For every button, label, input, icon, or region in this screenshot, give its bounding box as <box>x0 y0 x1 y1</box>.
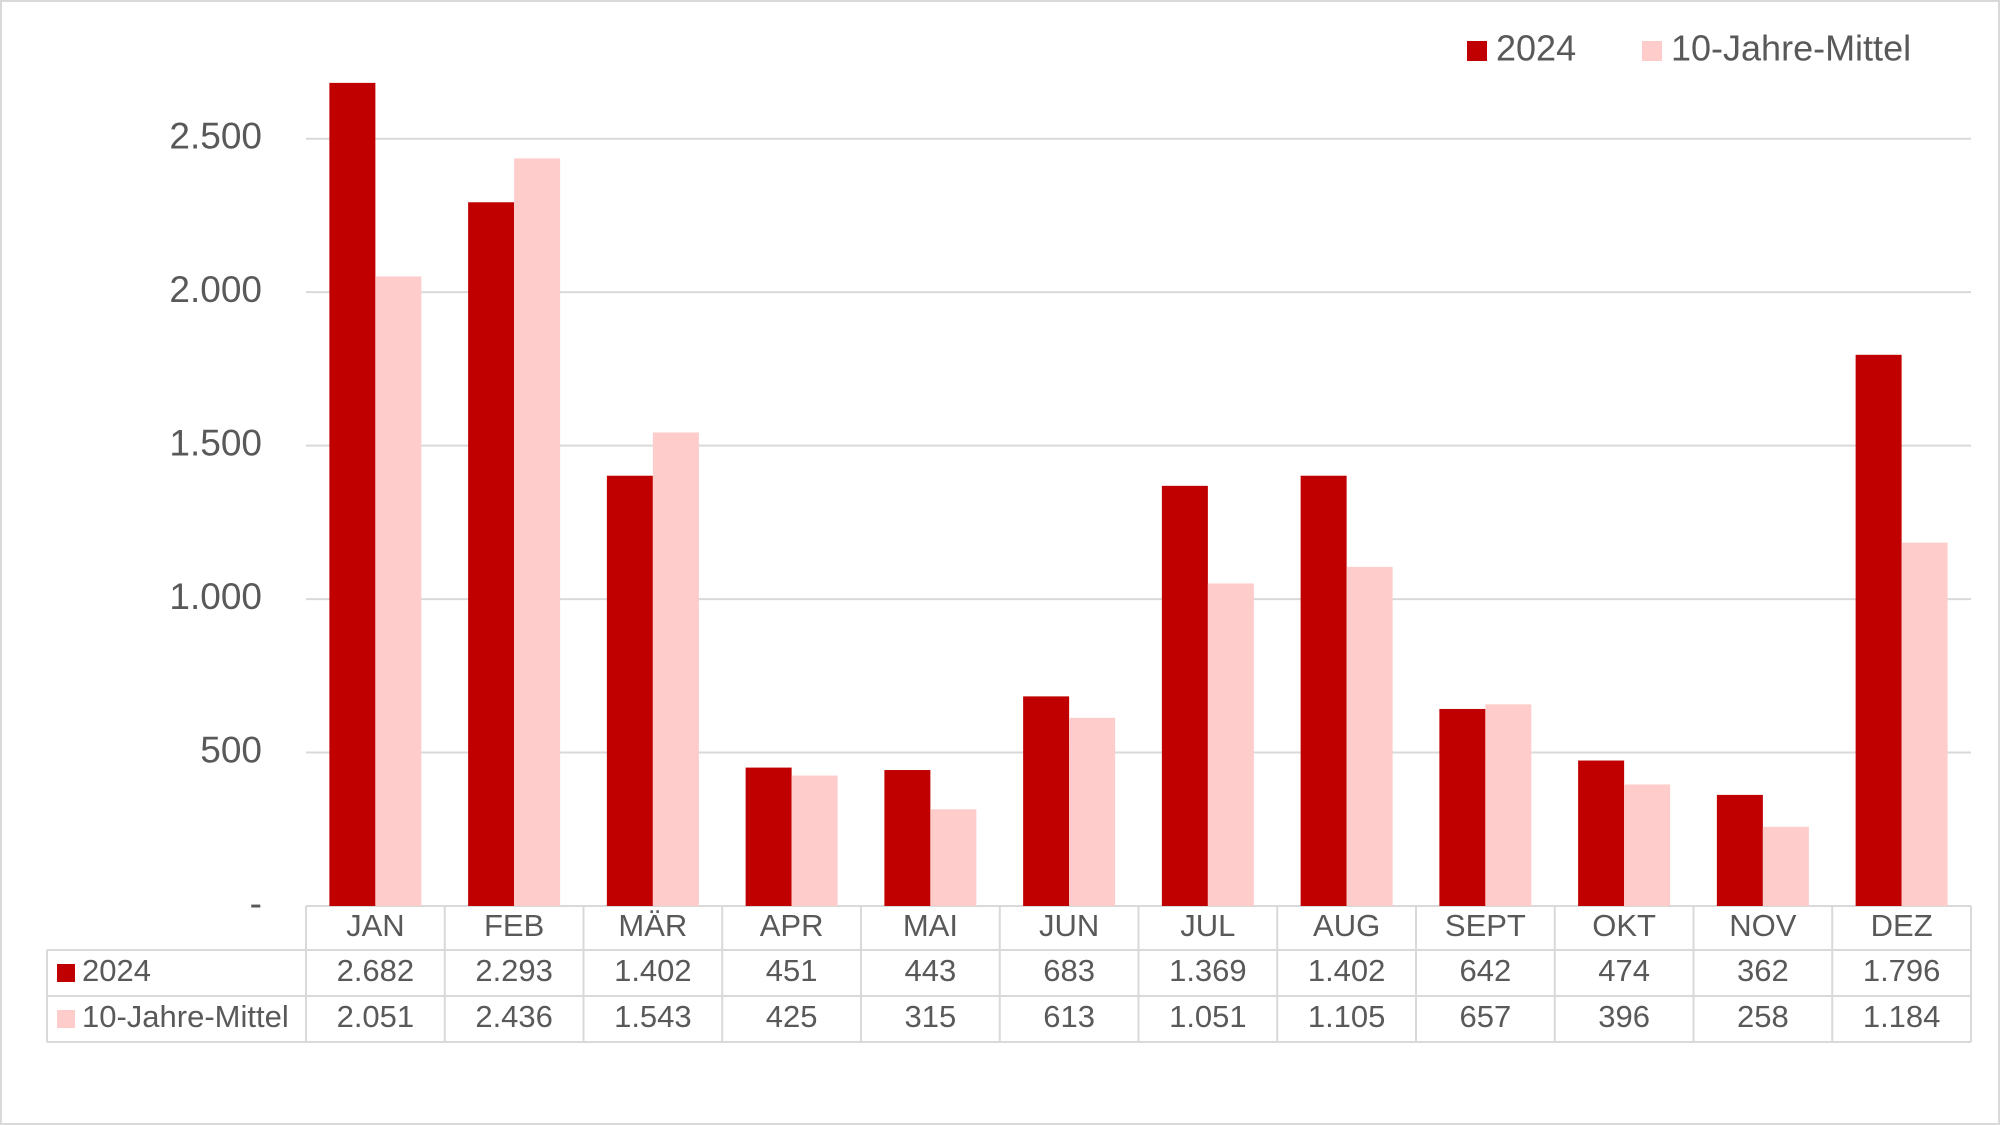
table-legend-key <box>57 1010 75 1028</box>
table-value: 683 <box>1043 953 1095 988</box>
bar <box>745 767 792 906</box>
bar <box>375 276 422 907</box>
table-value: 1.402 <box>1308 953 1386 988</box>
table-legend-key <box>57 964 75 982</box>
bar <box>652 432 699 906</box>
table-value: 657 <box>1460 999 1512 1034</box>
table-value: 443 <box>905 953 957 988</box>
y-tick-label: 2.000 <box>169 269 262 310</box>
bar <box>514 158 561 907</box>
x-tick-label: MÄR <box>618 908 687 943</box>
table-value: 1.796 <box>1863 953 1941 988</box>
bar <box>1023 696 1070 906</box>
bar <box>1069 717 1116 906</box>
bar <box>468 202 515 907</box>
x-tick-label: JAN <box>346 908 405 943</box>
y-tick-label: 1.500 <box>169 422 262 463</box>
bar <box>1439 708 1486 906</box>
y-tick-label: - <box>250 883 262 924</box>
bar <box>329 82 376 907</box>
bar <box>930 809 977 906</box>
table-value: 2.293 <box>475 953 553 988</box>
x-tick-label: FEB <box>484 908 544 943</box>
bar <box>1485 704 1532 906</box>
bar <box>1346 566 1393 906</box>
table-value: 396 <box>1598 999 1650 1034</box>
legend-label: 2024 <box>1496 28 1576 69</box>
x-tick-label: SEPT <box>1445 908 1526 943</box>
table-value: 258 <box>1737 999 1789 1034</box>
y-tick-label: 1.000 <box>169 576 262 617</box>
table-value: 362 <box>1737 953 1789 988</box>
bar <box>1300 475 1347 906</box>
x-tick-label: JUN <box>1039 908 1099 943</box>
bar <box>1716 794 1763 906</box>
legend-key <box>1642 41 1662 61</box>
x-tick-label: APR <box>760 908 824 943</box>
table-value: 2.051 <box>337 999 415 1034</box>
bar <box>1855 354 1902 906</box>
bar <box>884 770 931 906</box>
bar <box>1624 784 1671 906</box>
table-value: 613 <box>1043 999 1095 1034</box>
table-value: 315 <box>905 999 957 1034</box>
table-value: 2.682 <box>337 953 415 988</box>
table-value: 1.105 <box>1308 999 1386 1034</box>
y-tick-label: 2.500 <box>169 116 262 157</box>
legend-key <box>1467 41 1487 61</box>
bar <box>1578 760 1625 906</box>
table-row-label: 2024 <box>82 953 151 988</box>
x-tick-label: DEZ <box>1871 908 1933 943</box>
legend-label: 10-Jahre-Mittel <box>1671 28 1911 69</box>
table-value: 451 <box>766 953 818 988</box>
table-row-label: 10-Jahre-Mittel <box>82 999 289 1034</box>
bar <box>606 475 653 906</box>
table-value: 1.369 <box>1169 953 1247 988</box>
bar <box>1762 826 1809 906</box>
bar <box>1901 542 1948 906</box>
y-tick-label: 500 <box>200 729 262 770</box>
table-value: 1.543 <box>614 999 692 1034</box>
table-value: 1.402 <box>614 953 692 988</box>
x-tick-label: NOV <box>1729 908 1797 943</box>
table-value: 1.051 <box>1169 999 1247 1034</box>
x-tick-label: AUG <box>1313 908 1380 943</box>
bar <box>1207 583 1254 906</box>
table-value: 474 <box>1598 953 1650 988</box>
table-value: 425 <box>766 999 818 1034</box>
table-value: 2.436 <box>475 999 553 1034</box>
x-tick-label: OKT <box>1592 908 1656 943</box>
x-tick-label: JUL <box>1180 908 1235 943</box>
x-tick-label: MAI <box>903 908 958 943</box>
table-value: 1.184 <box>1863 999 1941 1034</box>
bar <box>1161 485 1208 906</box>
table-value: 642 <box>1460 953 1512 988</box>
bar <box>791 775 838 906</box>
